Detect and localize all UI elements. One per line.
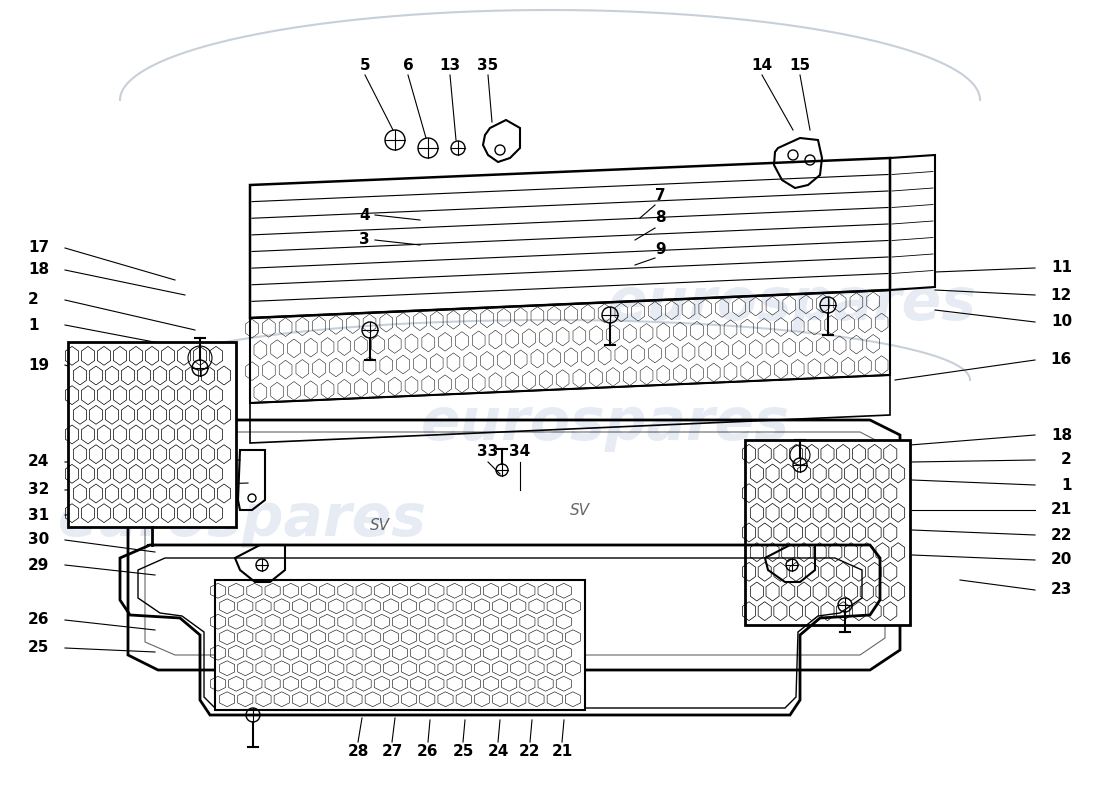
- Text: 18: 18: [1050, 427, 1072, 442]
- Text: 23: 23: [1050, 582, 1072, 598]
- Text: 6: 6: [403, 58, 414, 73]
- Text: 18: 18: [28, 262, 50, 278]
- Text: 10: 10: [1050, 314, 1072, 330]
- Text: 31: 31: [28, 507, 50, 522]
- Text: 26: 26: [28, 613, 50, 627]
- Text: 28: 28: [348, 745, 369, 759]
- Bar: [745, 440, 910, 625]
- Text: 9: 9: [654, 242, 666, 258]
- Text: 34: 34: [509, 445, 530, 459]
- Text: eurospares: eurospares: [420, 395, 790, 453]
- Text: 13: 13: [439, 58, 461, 73]
- Text: 7: 7: [654, 187, 666, 202]
- Text: 1: 1: [28, 318, 38, 333]
- Text: 2: 2: [28, 293, 38, 307]
- Text: 26: 26: [417, 745, 439, 759]
- Text: 12: 12: [1050, 287, 1072, 302]
- Text: 11: 11: [1050, 261, 1072, 275]
- Text: eurospares: eurospares: [607, 275, 977, 333]
- Text: 3: 3: [360, 233, 370, 247]
- Text: 27: 27: [382, 745, 403, 759]
- Text: 22: 22: [1050, 527, 1072, 542]
- Bar: [68, 342, 236, 527]
- Text: 25: 25: [452, 745, 474, 759]
- Text: 22: 22: [519, 745, 541, 759]
- Text: eurospares: eurospares: [57, 491, 427, 549]
- Text: 8: 8: [654, 210, 666, 226]
- Text: 17: 17: [28, 241, 50, 255]
- Text: 16: 16: [1050, 353, 1072, 367]
- Text: 15: 15: [790, 58, 811, 73]
- Text: 21: 21: [551, 745, 573, 759]
- Text: 14: 14: [751, 58, 772, 73]
- Text: 24: 24: [28, 454, 50, 470]
- Text: 30: 30: [28, 533, 50, 547]
- Text: 1: 1: [1062, 478, 1072, 493]
- Text: 2: 2: [1062, 453, 1072, 467]
- Text: SV: SV: [370, 518, 390, 533]
- Bar: [214, 580, 585, 710]
- Text: 19: 19: [28, 358, 50, 373]
- Text: 35: 35: [477, 58, 498, 73]
- Text: 24: 24: [487, 745, 508, 759]
- Text: SV: SV: [570, 503, 590, 518]
- Text: 29: 29: [28, 558, 50, 573]
- Text: 33: 33: [477, 445, 498, 459]
- Text: 5: 5: [360, 58, 371, 73]
- Text: 25: 25: [28, 641, 50, 655]
- Text: 32: 32: [28, 482, 50, 498]
- Text: 20: 20: [1050, 553, 1072, 567]
- Text: 4: 4: [360, 207, 370, 222]
- Text: 21: 21: [1050, 502, 1072, 518]
